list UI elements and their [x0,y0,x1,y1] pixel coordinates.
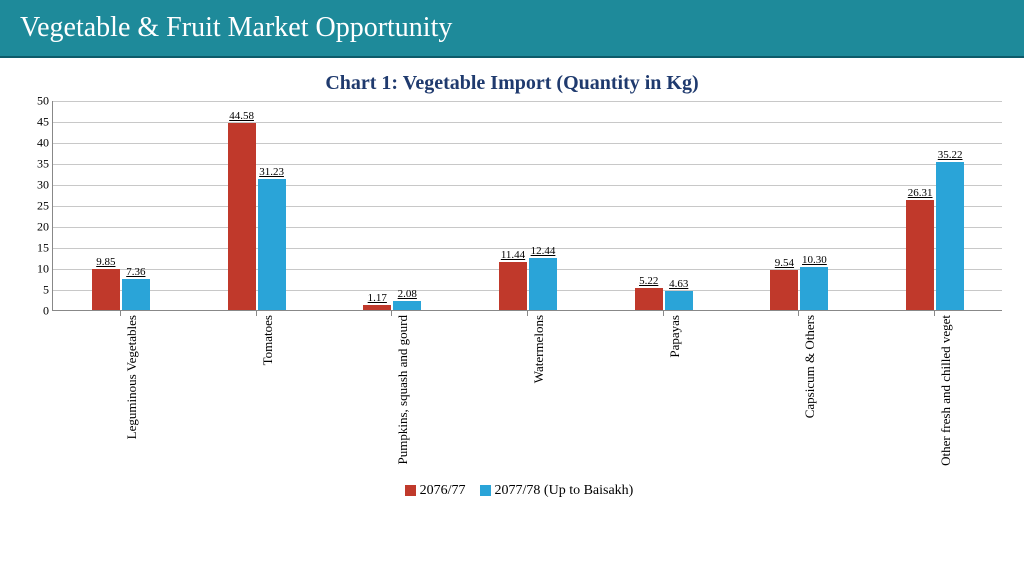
bar: 7.36 [122,279,150,310]
bar-group: 1.172.08 [363,301,421,310]
bar-value-label: 31.23 [259,166,284,178]
y-tick-label: 10 [23,262,49,277]
bar-value-label: 9.54 [775,257,794,269]
bar-value-label: 10.30 [802,254,827,266]
grid-line [53,101,1002,102]
y-tick-label: 0 [23,304,49,319]
y-tick-label: 45 [23,115,49,130]
bar-group: 44.5831.23 [228,123,286,310]
legend: 2076/77 2077/78 (Up to Baisakh) [12,483,1012,499]
legend-label: 2076/77 [420,483,466,498]
bar-value-label: 4.63 [669,278,688,290]
legend-label: 2077/78 (Up to Baisakh) [495,483,634,498]
bar: 2.08 [393,301,421,310]
y-tick-label: 15 [23,241,49,256]
chart-container: 051015202530354045509.857.3644.5831.231.… [12,101,1012,499]
slide-header: Vegetable & Fruit Market Opportunity [0,0,1024,58]
bar: 4.63 [665,291,693,310]
bar-group: 9.5410.30 [770,267,828,310]
bar: 1.17 [363,305,391,310]
x-tick [663,311,664,316]
bar-value-label: 44.58 [229,110,254,122]
y-tick-label: 50 [23,94,49,109]
grid-line [53,206,1002,207]
x-tick [120,311,121,316]
bar: 11.44 [499,262,527,310]
bar: 5.22 [635,288,663,310]
y-tick-label: 20 [23,220,49,235]
grid-line [53,227,1002,228]
bar-group: 5.224.63 [635,288,693,310]
x-tick [256,311,257,316]
y-tick-label: 25 [23,199,49,214]
y-tick-label: 35 [23,157,49,172]
x-axis-label: Other fresh and chilled veget [938,315,954,466]
bar: 9.85 [92,269,120,310]
grid-line [53,185,1002,186]
bar-group: 9.857.36 [92,269,150,310]
bar: 26.31 [906,200,934,311]
plot-area: 051015202530354045509.857.3644.5831.231.… [52,101,1002,311]
x-tick [934,311,935,316]
bar: 12.44 [529,258,557,310]
bar-value-label: 11.44 [501,249,525,261]
y-tick-label: 5 [23,283,49,298]
y-tick-label: 30 [23,178,49,193]
legend-swatch [480,485,491,496]
slide-title: Vegetable & Fruit Market Opportunity [20,12,452,43]
grid-line [53,248,1002,249]
bar-value-label: 5.22 [639,275,658,287]
bar-group: 26.3135.22 [906,162,964,310]
x-axis-label: Tomatoes [260,315,276,365]
grid-line [53,122,1002,123]
x-tick [391,311,392,316]
bar: 35.22 [936,162,964,310]
y-tick-label: 40 [23,136,49,151]
x-axis-label: Capsicum & Others [802,315,818,418]
x-axis-label: Watermelons [531,315,547,383]
grid-line [53,164,1002,165]
bar-value-label: 9.85 [96,256,115,268]
bar-group: 11.4412.44 [499,258,557,310]
x-axis-label: Pumpkins, squash and gourd [395,315,411,465]
x-tick [798,311,799,316]
bar-value-label: 7.36 [126,266,145,278]
bar-value-label: 26.31 [908,187,933,199]
x-axis-label: Leguminous Vegetables [124,315,140,439]
bar: 9.54 [770,270,798,310]
bar-value-label: 12.44 [531,245,556,257]
bar: 10.30 [800,267,828,310]
bar-value-label: 35.22 [938,149,963,161]
chart-title: Chart 1: Vegetable Import (Quantity in K… [0,72,1024,95]
bar-value-label: 2.08 [398,288,417,300]
bar-value-label: 1.17 [368,292,387,304]
bar: 44.58 [228,123,256,310]
x-tick [527,311,528,316]
legend-swatch [405,485,416,496]
x-axis-labels: Leguminous Vegetables Tomatoes Pumpkins, s… [52,311,1002,481]
x-axis-label: Papayas [667,315,683,358]
bar: 31.23 [258,179,286,310]
grid-line [53,143,1002,144]
